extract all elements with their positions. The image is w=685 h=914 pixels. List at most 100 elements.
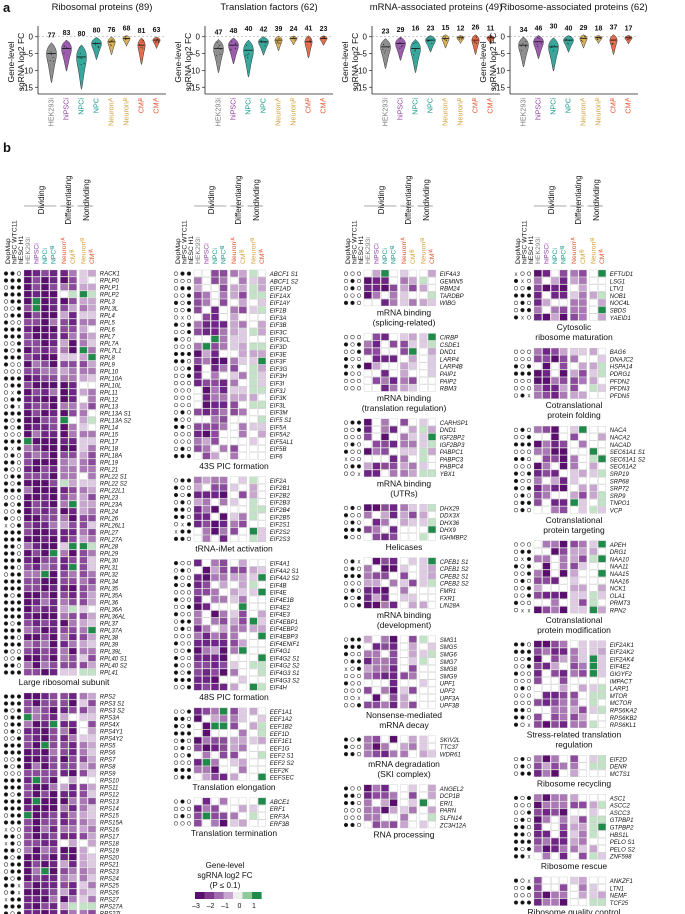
heat-cell [68,654,77,662]
heat-cell [230,452,239,460]
heat-cell [219,588,228,596]
heat-cell [578,433,587,441]
heat-cell [389,418,398,426]
gene-label: EIF3G [270,367,288,373]
heat-cell [551,440,559,448]
heat-cell [419,526,428,534]
heat-cell [419,469,428,477]
nonessential-dot [180,582,185,588]
heat-cell [32,332,41,340]
heat-cell [372,291,381,299]
heat-cell [68,444,77,452]
gene-label: RPL17 [100,440,119,446]
heat-cell [258,306,266,314]
gene-label: PFDN2 [610,379,630,385]
heat-cell [79,367,88,375]
mark-x: x [5,842,8,848]
heat-cell [428,518,436,526]
heat-cell [589,384,598,392]
heat-cell [79,860,88,868]
block-title: RNA processing [374,830,435,840]
heat-cell [533,755,542,763]
heat-cell [551,284,559,292]
essential-dot [186,724,192,729]
heat-cell [551,684,559,692]
heat-cell [258,476,266,484]
heat-cell [589,355,598,363]
heat-cell [570,823,579,831]
heat-cell [589,830,598,838]
heat-cell [428,806,436,814]
block-title: Nonsense-mediated [366,710,442,720]
essential-dot [520,854,525,859]
nonessential-dot [356,286,362,291]
heat-cell [400,821,409,829]
nonessential-dot [173,432,179,437]
heat-cell [79,479,88,487]
heat-cell [41,479,49,487]
heat-cell [551,447,559,455]
heat-cell [408,511,417,519]
heat-cell [79,888,88,896]
heat-cell [363,426,372,434]
heat-cell [249,736,258,744]
heat-cell [49,444,58,452]
heat-cell [570,720,579,728]
heat-cell [598,769,606,777]
heat-cell [238,452,247,460]
heat-cell [230,610,239,618]
heat-cell [68,853,77,861]
heat-cell [542,713,551,721]
heat-cell [49,783,58,791]
essential-dot [16,579,22,584]
heatmap-column-3: Dividing Differentiating NondividingDepMap… [343,175,469,840]
y-tick-label: 0 [501,33,506,42]
heat-cell [219,632,228,640]
data-point [382,48,384,50]
heat-cell [551,426,559,434]
essential-dot [520,771,525,776]
nonessential-dot [356,652,362,657]
data-point [309,40,311,42]
gene-label: RPS5 [100,744,116,750]
nonessential-dot [513,508,519,513]
heat-cell [238,520,247,528]
heat-cell [238,505,247,513]
nonessential-dot [350,688,355,693]
nonessential-dot [180,575,185,580]
data-point [125,35,127,37]
essential-dot [180,286,185,291]
heat-cell [32,521,41,529]
gene-label: DND1 [440,350,456,356]
heat-cell [578,299,587,307]
heat-cell [230,299,239,307]
heat-cell [88,818,96,826]
mark-x: x [528,855,531,861]
heat-cell [372,299,381,307]
heat-cell [230,364,239,372]
heat-cell [202,491,211,499]
heat-cell [68,895,77,903]
heat-cell [559,762,568,770]
heat-cell [258,573,266,581]
essential-dot [173,417,179,422]
heat-cell [88,500,96,508]
block-title: Helicases [386,542,423,552]
heat-cell [428,594,436,602]
violin-2 [76,44,87,90]
heat-cell [389,533,398,541]
heat-cell [23,318,32,326]
heat-cell [570,391,579,399]
heat-cell [68,598,77,606]
nonessential-dot [173,709,179,714]
nonessential-dot [3,383,9,388]
gene-label: RPS19 [100,849,120,855]
heat-cell [88,318,96,326]
heat-cell [23,867,32,875]
heat-cell [60,549,69,557]
heat-cell [79,507,88,515]
heat-cell [559,355,568,363]
heat-cell [219,401,228,409]
heat-cell [79,409,88,417]
